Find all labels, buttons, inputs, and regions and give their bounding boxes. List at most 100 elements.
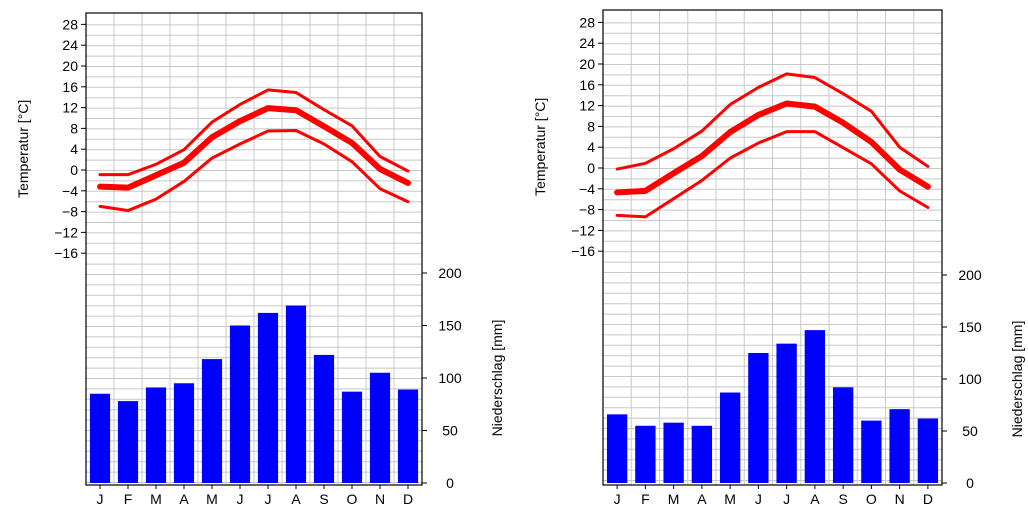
month-label: A [810, 491, 820, 507]
precipitation-bar [173, 383, 195, 483]
chart-2: 28 24 20 16 12 8 4 0 −4 −8 −12 −16 200 150 100 50 0 J F M A M… [532, 9, 1025, 507]
month-label: N [895, 491, 905, 507]
temp-tick-label: 16 [62, 79, 78, 95]
month-label: D [923, 491, 933, 507]
precipitation-bar [89, 393, 111, 483]
month-label: M [206, 491, 218, 507]
precipitation-bar [861, 420, 882, 483]
precipitation-bar [397, 389, 419, 483]
temp-tick-label: 20 [579, 56, 595, 72]
temperature-axis-label: Temperatur [°C] [532, 98, 548, 196]
precipitation-bar [369, 372, 391, 483]
precip-tick-label: 100 [438, 370, 462, 386]
precip-tick-label: 150 [438, 318, 462, 334]
temp-tick-label: 4 [587, 139, 595, 155]
precipitation-bar [145, 387, 167, 483]
month-label: J [237, 491, 244, 507]
temp-max-line [98, 88, 410, 177]
month-label: A [697, 491, 707, 507]
precipitation-bar [889, 409, 910, 483]
temp-tick-label: 0 [70, 162, 78, 178]
plot-frame [85, 12, 423, 486]
precip-tick-label: 0 [966, 475, 974, 491]
temp-tick-label: −8 [579, 202, 595, 218]
month-label: F [641, 491, 650, 507]
temp-tick-label: 28 [62, 16, 78, 32]
month-label: M [150, 491, 162, 507]
temp-tick-label: 20 [62, 58, 78, 74]
temp-tick-label: −16 [571, 243, 595, 259]
chart-1: 28 24 20 16 12 8 4 0 −4 −8 −12 −16 200 150 100 50 0 J F M A M… [15, 12, 505, 507]
precipitation-bar [257, 312, 279, 483]
temp-tick-label: 8 [70, 120, 78, 136]
precip-tick-label: 200 [438, 265, 462, 281]
temp-tick-label: 24 [62, 37, 78, 53]
month-label: N [375, 491, 385, 507]
temp-tick-label: 8 [587, 118, 595, 134]
temperature-axis-label: Temperatur [°C] [15, 100, 31, 198]
precipitation-bar [635, 425, 656, 483]
month-label: M [668, 491, 680, 507]
month-label: D [403, 491, 413, 507]
month-label: J [265, 491, 272, 507]
temp-tick-label: −12 [571, 222, 595, 238]
precipitation-bar [117, 401, 139, 483]
precipitation-bar [341, 391, 363, 483]
precipitation-bar [832, 387, 854, 483]
temp-min-line [615, 130, 930, 219]
month-label: A [179, 491, 189, 507]
temp-tick-label: 16 [579, 77, 595, 93]
month-label: M [724, 491, 736, 507]
temp-tick-label: −4 [579, 181, 595, 197]
temp-tick-label: 24 [579, 35, 595, 51]
precipitation-bar [313, 354, 335, 483]
temp-mean-line [614, 100, 931, 196]
month-label: O [866, 491, 877, 507]
precip-tick-label: 50 [962, 423, 978, 439]
month-label: J [755, 491, 762, 507]
temp-min-line [98, 128, 410, 213]
precipitation-bars [89, 305, 419, 483]
precip-tick-label: 0 [446, 475, 454, 491]
temp-tick-label: 4 [70, 141, 78, 157]
precipitation-axis-label: Niederschlag [mm] [1009, 321, 1025, 438]
temp-tick-label: −4 [62, 183, 78, 199]
temp-tick-label: 28 [579, 14, 595, 30]
precipitation-bar [606, 414, 628, 483]
month-label: S [319, 491, 328, 507]
temp-tick-label: −12 [54, 224, 78, 240]
temp-tick-label: 0 [587, 160, 595, 176]
month-label: O [347, 491, 358, 507]
temp-max-line [615, 72, 930, 171]
precipitation-bar [719, 392, 741, 483]
month-label: J [783, 491, 790, 507]
month-label: S [838, 491, 847, 507]
precipitation-bar [776, 343, 797, 483]
precipitation-bar [691, 425, 713, 483]
month-label: J [614, 491, 621, 507]
precip-tick-label: 150 [958, 319, 982, 335]
precip-tick-label: 200 [958, 267, 982, 283]
temp-tick-label: −16 [54, 245, 78, 261]
precip-tick-label: 100 [958, 371, 982, 387]
precipitation-bar [229, 325, 251, 483]
temp-tick-label: 12 [579, 98, 595, 114]
precipitation-bar [804, 330, 826, 483]
precipitation-axis-label: Niederschlag [mm] [489, 320, 505, 437]
grid [86, 13, 422, 485]
month-label: F [124, 491, 133, 507]
month-label: J [97, 491, 104, 507]
precipitation-bar [201, 359, 223, 483]
temp-tick-label: 12 [62, 100, 78, 116]
precipitation-bar [285, 305, 307, 483]
precipitation-bars [606, 330, 939, 483]
precip-tick-label: 50 [442, 423, 458, 439]
temp-mean-line [97, 105, 411, 191]
precipitation-bar [748, 353, 769, 483]
plot-frame [602, 9, 943, 486]
temp-tick-label: −8 [62, 204, 78, 220]
precipitation-bar [917, 418, 939, 483]
month-label: A [291, 491, 301, 507]
